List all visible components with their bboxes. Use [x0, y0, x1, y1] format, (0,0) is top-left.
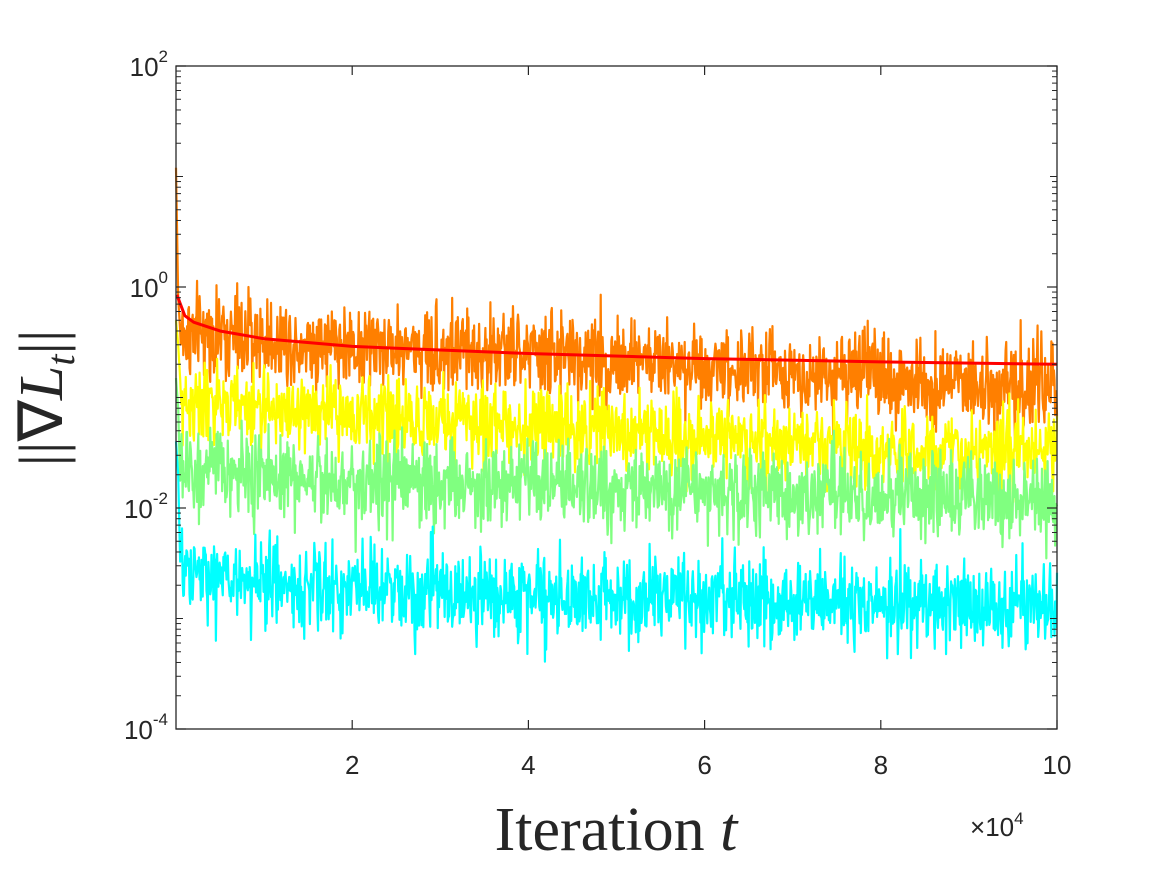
x-axis-label-text: Iteration	[495, 796, 721, 864]
y-label-var: L	[8, 366, 76, 401]
x-multiplier-times: ×	[970, 812, 985, 842]
x-tick-label: 4	[521, 750, 535, 780]
x-axis-label-var: t	[720, 796, 739, 864]
series-line-3	[174, 377, 1059, 560]
series-line-5	[175, 294, 1058, 366]
y-label-sub: t	[38, 354, 83, 366]
series-layer	[174, 167, 1059, 663]
y-tick-label: 10-2	[124, 489, 168, 524]
y-axis-label: ||∇Lt||	[8, 330, 83, 467]
series-line-4	[174, 441, 1059, 663]
x-multiplier-exponent: 4	[1014, 809, 1023, 828]
ticks-layer: 2 4 6 8 10 10-4 10-2 100 102	[124, 47, 1072, 780]
y-label-bar-left: ||	[8, 442, 76, 467]
x-tick-label: 2	[345, 750, 359, 780]
x-tick-label: 10	[1043, 750, 1072, 780]
x-multiplier: ×104	[970, 809, 1024, 842]
x-axis-label: Iteration t	[495, 796, 740, 864]
x-tick-label: 8	[874, 750, 888, 780]
y-tick-label: 102	[130, 47, 168, 82]
svg-text:||∇Lt||: ||∇Lt||	[8, 330, 83, 467]
y-tick-label: 10-4	[124, 710, 168, 745]
x-tick-label: 6	[697, 750, 711, 780]
y-tick-label: 100	[130, 268, 168, 303]
y-label-bar-right: ||	[8, 330, 76, 355]
y-label-nabla: ∇	[8, 400, 76, 443]
x-multiplier-base: 10	[985, 812, 1014, 842]
